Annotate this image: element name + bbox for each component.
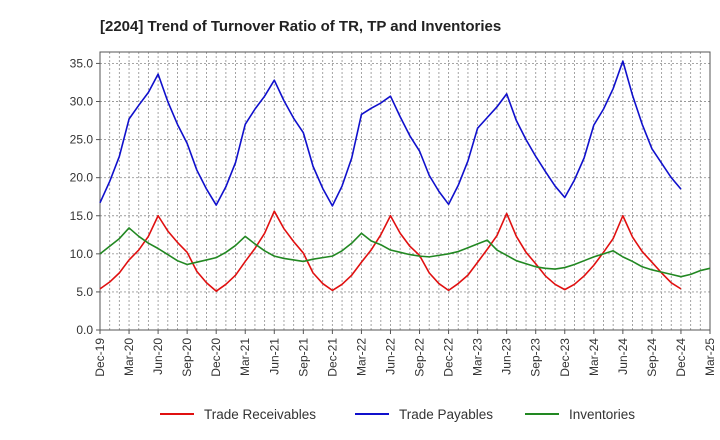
x-tick-label: Dec-21: [325, 338, 339, 377]
x-tick-label: Dec-22: [442, 338, 456, 377]
y-tick-label: 10.0: [70, 247, 94, 261]
x-tick-label: Sep-24: [645, 338, 659, 377]
x-tick-label: Sep-21: [296, 338, 310, 377]
x-tick-label: Mar-25: [703, 338, 717, 376]
chart-title: [2204] Trend of Turnover Ratio of TR, TP…: [100, 18, 501, 35]
y-tick-label: 0.0: [76, 323, 93, 337]
x-tick-label: Mar-20: [122, 338, 136, 376]
x-tick-label: Sep-22: [413, 338, 427, 377]
series-line-trade-receivables: [99, 210, 682, 292]
x-tick-label: Jun-21: [267, 338, 281, 375]
x-tick-label: Jun-24: [616, 338, 630, 375]
x-tick-label: Mar-22: [354, 338, 368, 376]
x-tick-label: Dec-19: [93, 338, 107, 377]
series-line-inventories: [99, 227, 711, 278]
x-tick-label: Jun-22: [383, 338, 397, 375]
x-tick-label: Mar-24: [587, 338, 601, 376]
legend-label: Trade Receivables: [204, 407, 316, 422]
x-tick-label: Sep-20: [180, 338, 194, 377]
series-lines: [99, 60, 711, 292]
plot-frame: [99, 51, 711, 331]
y-tick-label: 35.0: [70, 56, 94, 70]
legend-label: Trade Payables: [399, 407, 493, 422]
x-tick-label: Jun-20: [151, 338, 165, 375]
axes: 0.0 5.0 10.0 15.0 20.0 25.0 30.0 35.0 Dec-19 Mar-…: [70, 51, 717, 377]
x-tick-label: Dec-20: [209, 338, 223, 377]
legend-label: Inventories: [569, 407, 635, 422]
x-tick-label: Jun-23: [500, 338, 514, 375]
grid: [100, 52, 710, 330]
series-line-trade-payables: [99, 60, 682, 207]
y-tick-label: 5.0: [76, 285, 93, 299]
y-tick-label: 25.0: [70, 133, 94, 147]
x-tick-label: Mar-23: [471, 338, 485, 376]
x-tick-label: Mar-21: [238, 338, 252, 376]
legend: Trade Receivables Trade Payables Inventori…: [160, 407, 635, 422]
x-tick-label: Dec-23: [558, 338, 572, 377]
y-tick-label: 20.0: [70, 171, 94, 185]
y-tick-label: 30.0: [70, 95, 94, 109]
x-tick-label: Dec-24: [674, 338, 688, 377]
x-tick-label: Sep-23: [529, 338, 543, 377]
y-tick-label: 15.0: [70, 209, 94, 223]
